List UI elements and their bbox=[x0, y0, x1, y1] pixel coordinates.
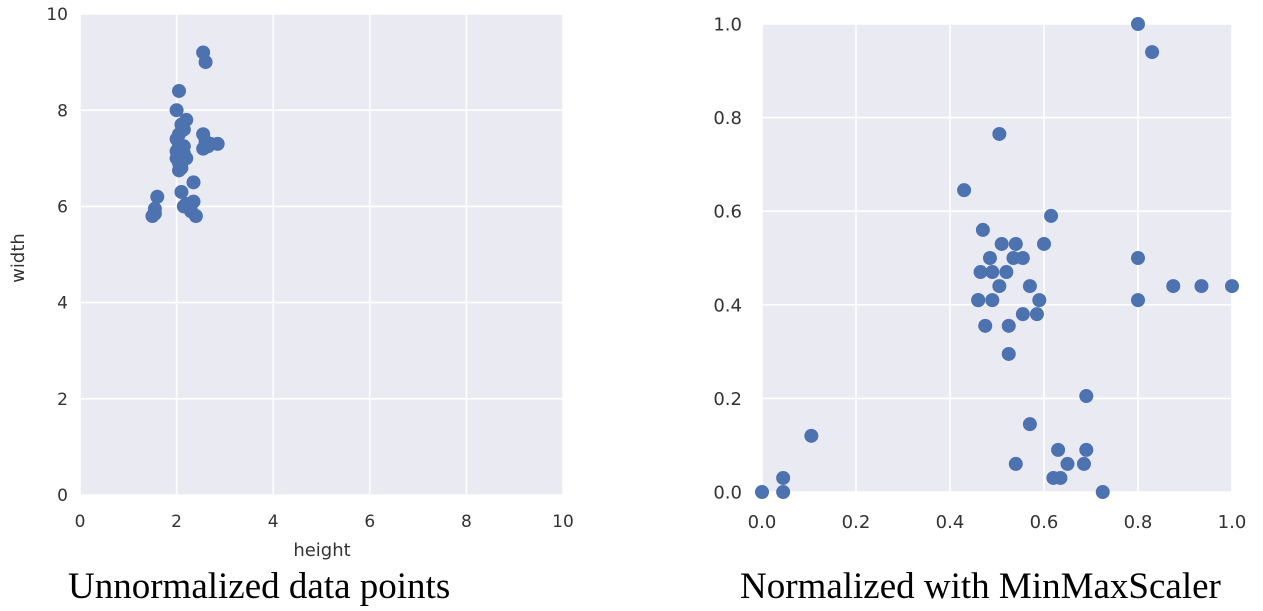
data-point bbox=[1079, 389, 1094, 404]
plot-area bbox=[762, 24, 1232, 492]
data-point bbox=[755, 485, 769, 499]
data-point bbox=[1008, 236, 1023, 251]
data-point bbox=[992, 126, 1007, 141]
x-tick-label: 0.8 bbox=[1124, 512, 1153, 533]
data-point bbox=[1225, 279, 1239, 294]
data-point bbox=[1051, 442, 1066, 457]
y-tick-label: 0.8 bbox=[713, 108, 742, 129]
y-axis-label: width bbox=[8, 233, 29, 283]
data-point bbox=[776, 470, 791, 485]
data-point bbox=[179, 112, 194, 127]
y-tick-label: 8 bbox=[57, 101, 68, 121]
data-point bbox=[1194, 279, 1209, 294]
data-point bbox=[804, 428, 819, 443]
data-point bbox=[186, 175, 201, 190]
data-point bbox=[1166, 279, 1181, 294]
data-point bbox=[982, 251, 997, 265]
data-point bbox=[971, 293, 986, 308]
y-tick-label: 0.6 bbox=[713, 202, 742, 223]
data-point bbox=[1032, 293, 1047, 308]
data-point bbox=[1001, 318, 1016, 333]
data-point bbox=[147, 201, 162, 216]
data-point bbox=[1131, 17, 1145, 31]
data-point bbox=[1037, 236, 1051, 251]
data-point bbox=[975, 222, 990, 237]
data-point bbox=[174, 184, 189, 199]
y-tick-label: 0 bbox=[57, 486, 68, 506]
data-point bbox=[1095, 485, 1110, 499]
data-point bbox=[172, 83, 187, 98]
x-tick-label: 0.0 bbox=[748, 512, 777, 533]
data-point bbox=[150, 189, 165, 204]
x-tick-label: 0 bbox=[75, 512, 86, 532]
data-point bbox=[1053, 470, 1068, 485]
chart-unnormalized: 0 2 4 6 8 10 0 2 4 6 8 10 height width bbox=[8, 5, 574, 561]
data-point bbox=[973, 265, 988, 280]
data-point bbox=[978, 318, 993, 333]
data-point bbox=[1029, 307, 1044, 322]
chart-normalized: 0.0 0.2 0.4 0.6 0.8 1.0 0.0 0.2 0.4 0.6 0.8 1.0 bbox=[713, 14, 1246, 533]
data-point bbox=[1079, 442, 1094, 457]
y-tick-label: 0.4 bbox=[713, 295, 742, 316]
data-point bbox=[172, 163, 187, 178]
data-point bbox=[776, 485, 791, 499]
data-point bbox=[1060, 456, 1075, 471]
data-point bbox=[985, 265, 1000, 280]
caption-unnormalized: Unnormalized data points bbox=[68, 566, 451, 607]
x-tick-label: 10 bbox=[552, 512, 574, 532]
y-tick-label: 6 bbox=[57, 198, 68, 218]
x-tick-label: 6 bbox=[364, 512, 375, 532]
x-tick-label: 0.2 bbox=[842, 512, 871, 533]
data-point bbox=[210, 136, 225, 151]
data-point bbox=[985, 293, 1000, 308]
data-point bbox=[994, 236, 1009, 251]
x-tick-label: 1.0 bbox=[1218, 512, 1247, 533]
x-tick-label: 4 bbox=[268, 512, 279, 532]
y-tick-label: 2 bbox=[57, 390, 68, 410]
data-point bbox=[1022, 417, 1037, 432]
data-point bbox=[1015, 251, 1030, 265]
y-tick-label: 0.0 bbox=[713, 482, 742, 503]
data-point bbox=[169, 103, 184, 118]
data-point bbox=[198, 55, 213, 70]
y-tick-label: 4 bbox=[57, 294, 68, 314]
data-point bbox=[1001, 346, 1016, 361]
data-point bbox=[957, 183, 972, 198]
data-point bbox=[1131, 293, 1145, 308]
data-point bbox=[992, 279, 1007, 294]
x-tick-label: 0.6 bbox=[1030, 512, 1059, 533]
data-point bbox=[1008, 456, 1023, 471]
data-point bbox=[1022, 279, 1037, 294]
data-point bbox=[1044, 208, 1059, 223]
x-tick-label: 2 bbox=[171, 512, 182, 532]
y-tick-label: 10 bbox=[46, 5, 68, 25]
data-point bbox=[999, 265, 1014, 280]
x-tick-label: 0.4 bbox=[936, 512, 965, 533]
data-point bbox=[179, 151, 194, 166]
data-point bbox=[176, 139, 191, 154]
y-tick-label: 0.2 bbox=[713, 389, 742, 410]
x-axis-label: height bbox=[293, 540, 350, 561]
plot-area bbox=[80, 14, 563, 495]
data-point bbox=[1015, 307, 1030, 322]
data-point bbox=[1145, 45, 1160, 60]
data-point bbox=[184, 204, 199, 219]
caption-normalized: Normalized with MinMaxScaler bbox=[740, 566, 1221, 607]
data-point bbox=[1076, 456, 1091, 471]
data-point bbox=[1131, 251, 1145, 265]
y-tick-label: 1.0 bbox=[713, 14, 742, 35]
x-tick-label: 8 bbox=[461, 512, 472, 532]
